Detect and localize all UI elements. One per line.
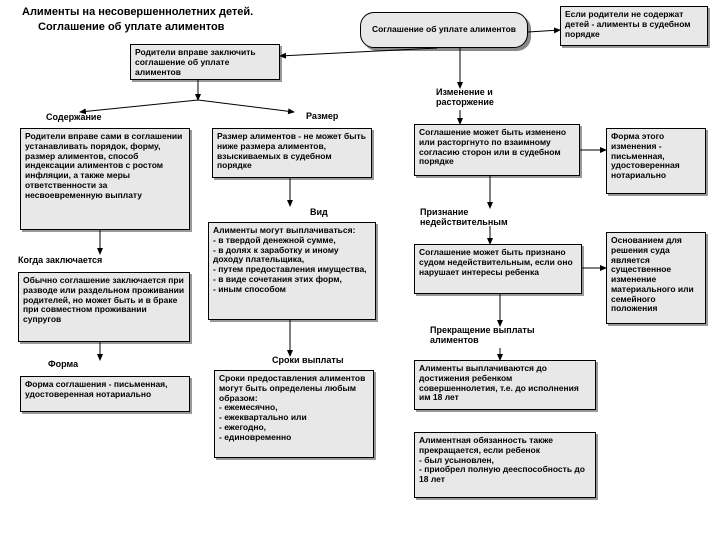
node-change-form: Форма этого изменения - письменная, удос… <box>606 128 706 194</box>
label-invalid: Признание недействительным <box>420 208 550 228</box>
label-terms: Сроки выплаты <box>272 356 344 366</box>
node-invalid-reason: Основанием для решения суда является сущ… <box>606 232 706 324</box>
label-change: Изменение и расторжение <box>436 88 536 108</box>
label-content: Содержание <box>46 113 101 123</box>
page-title-line2: Соглашение об уплате алиментов <box>38 21 224 34</box>
label-when: Когда заключается <box>18 256 102 266</box>
node-content: Родители вправе сами в соглашении устана… <box>20 128 190 230</box>
label-form: Форма <box>48 360 78 370</box>
label-kind: Вид <box>310 208 328 218</box>
node-when: Обычно соглашение заключается при развод… <box>18 272 190 342</box>
node-kind: Алименты могут выплачиваться: - в твердо… <box>208 222 376 320</box>
node-size: Размер алиментов - не может быть ниже ра… <box>212 128 372 178</box>
node-parents-agreement: Родители вправе заключить соглашение об … <box>130 44 280 80</box>
label-stop: Прекращение выплаты алиментов <box>430 326 570 346</box>
node-stop18: Алименты выплачиваются до достижения реб… <box>414 360 596 410</box>
root-node: Соглашение об уплате алиментов <box>360 12 528 48</box>
node-stop-other: Алиментная обязанность также прекращаетс… <box>414 432 596 498</box>
node-change: Соглашение может быть изменено или расто… <box>414 124 580 176</box>
node-court: Если родители не содержат детей - алимен… <box>560 6 708 46</box>
node-form: Форма соглашения - письменная, удостовер… <box>20 376 190 412</box>
label-size: Размер <box>306 112 338 122</box>
node-terms: Сроки предоставления алиментов могут быт… <box>214 370 374 458</box>
page-title-line1: Алименты на несовершеннолетних детей. <box>22 6 253 19</box>
node-invalid: Соглашение может быть признано судом нед… <box>414 244 582 294</box>
